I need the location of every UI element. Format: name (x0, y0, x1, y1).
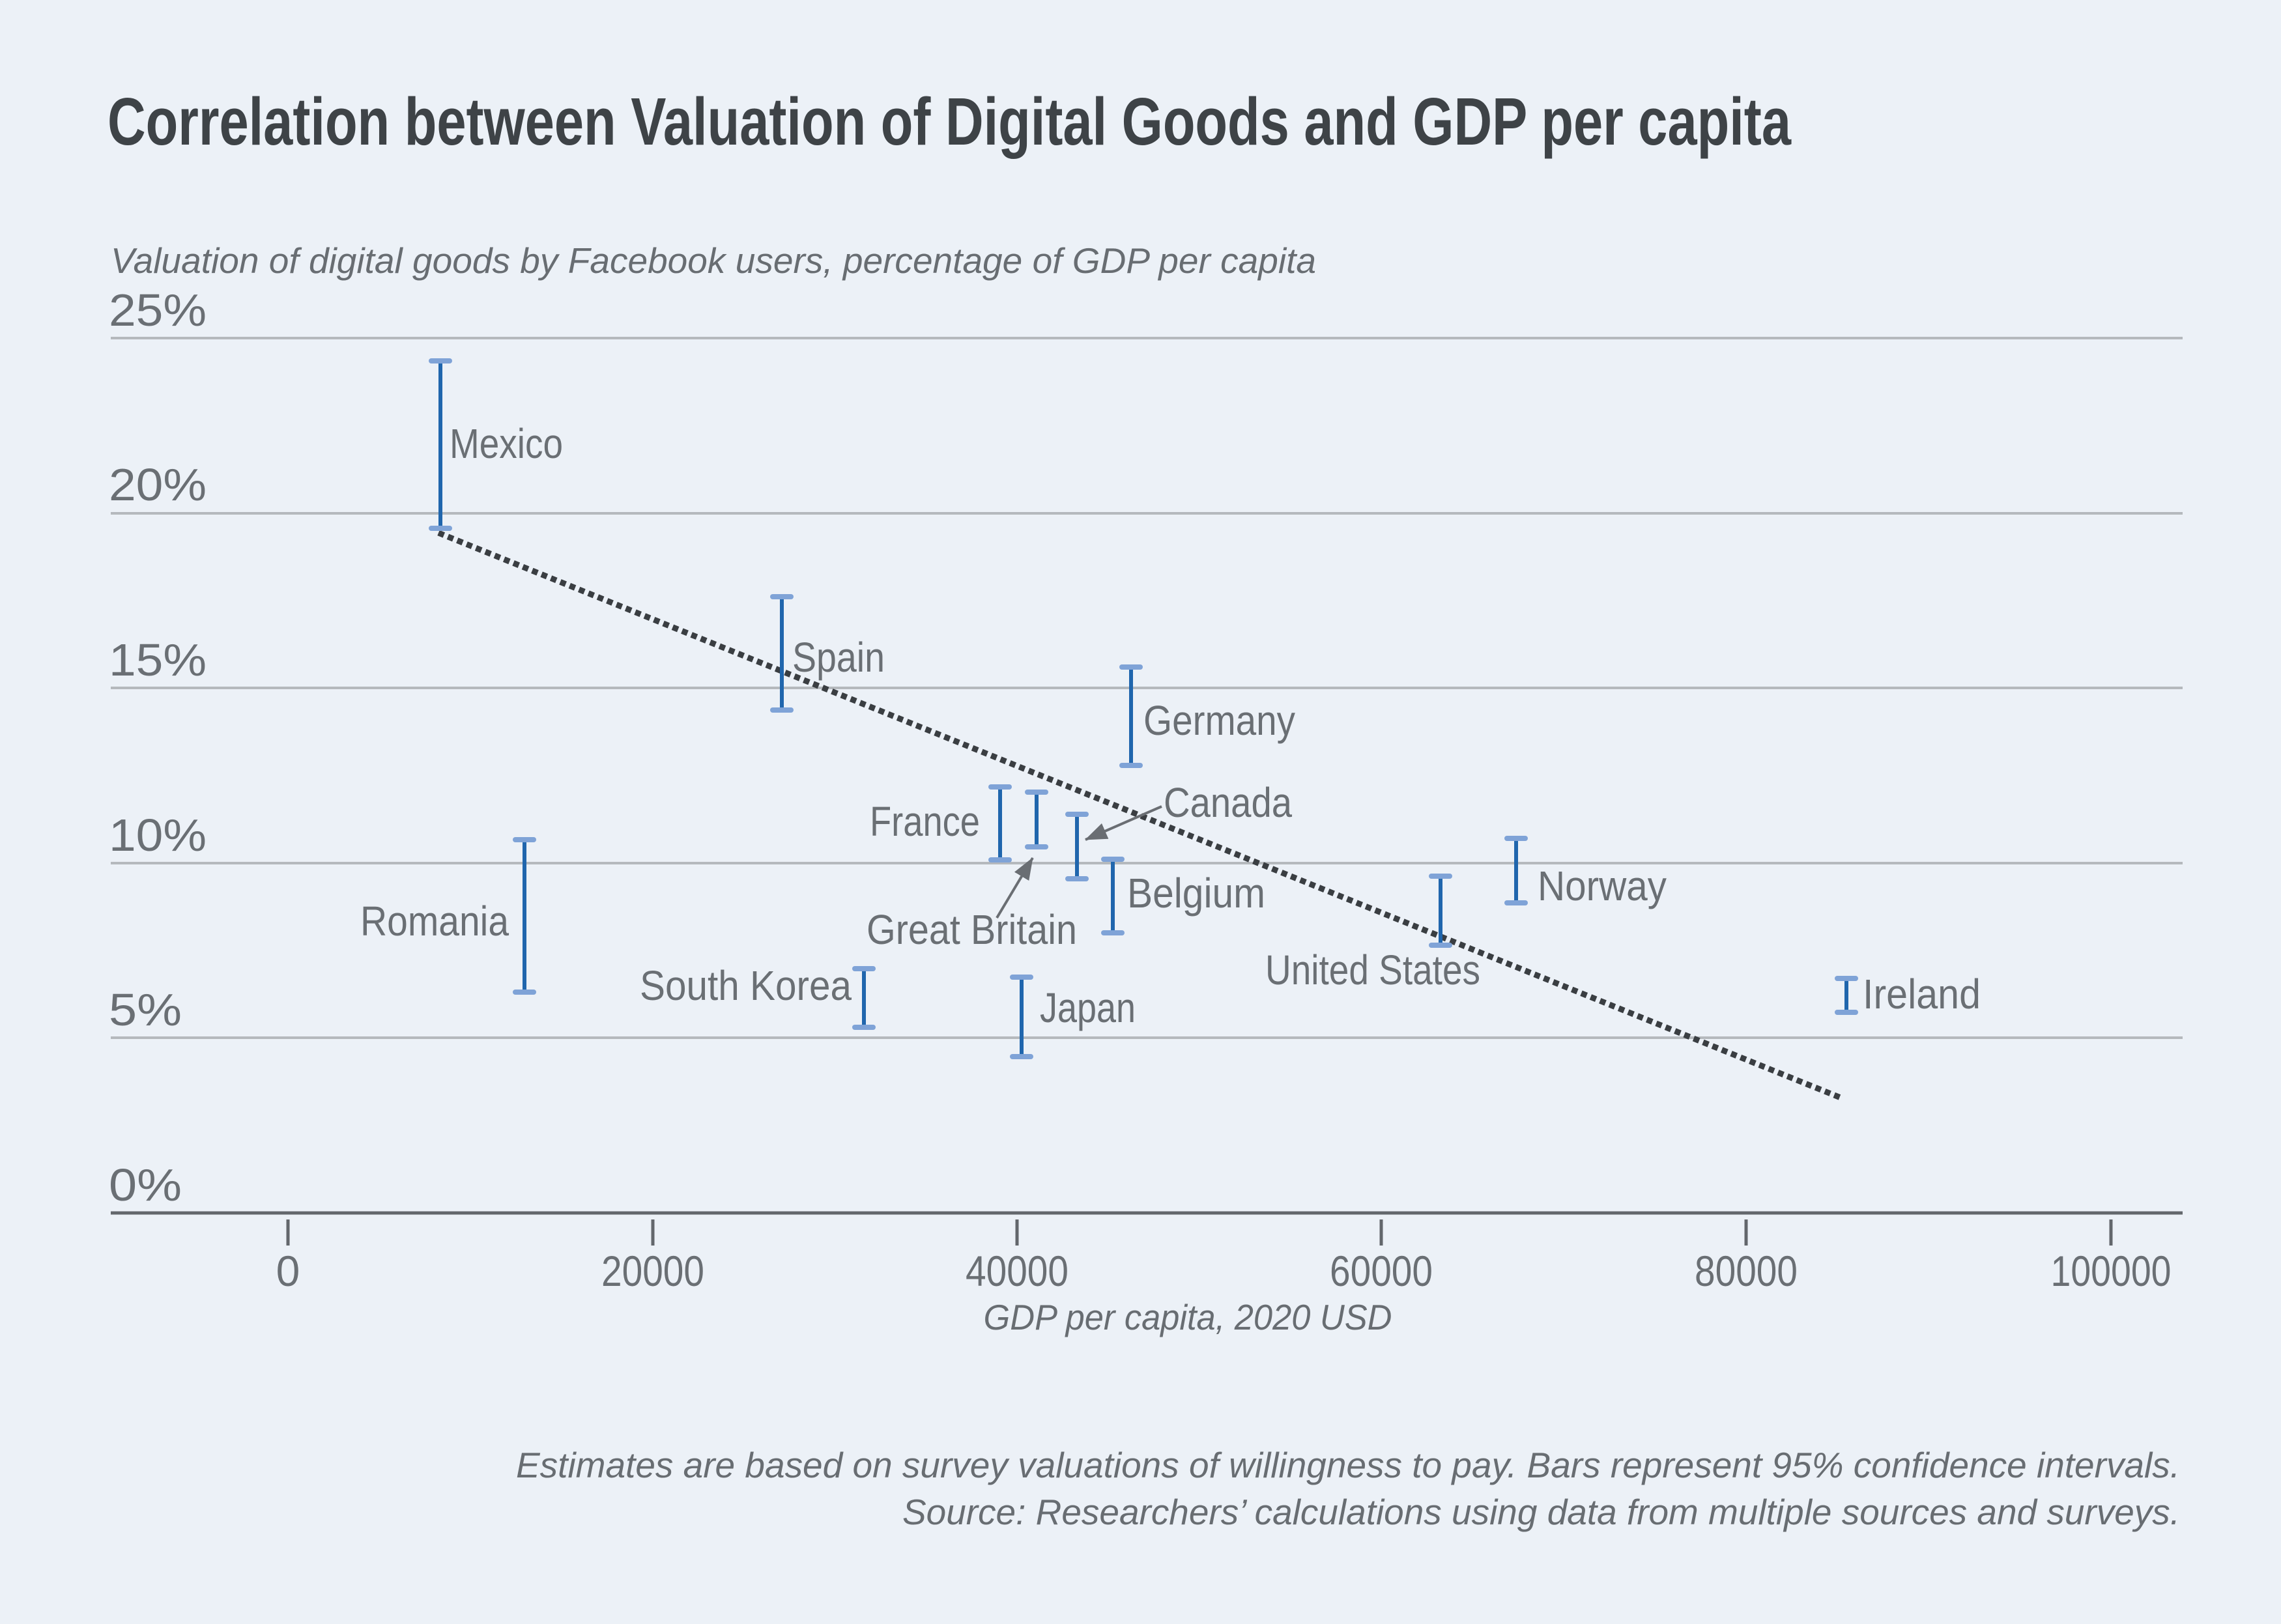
svg-text:20%: 20% (109, 459, 207, 510)
svg-text:Germany: Germany (1143, 697, 1295, 744)
svg-text:40000: 40000 (966, 1247, 1069, 1295)
svg-text:10%: 10% (109, 810, 207, 861)
svg-text:Norway: Norway (1538, 862, 1667, 909)
svg-text:Correlation between Valuation: Correlation between Valuation of Digital… (108, 84, 1792, 159)
svg-text:Spain: Spain (792, 634, 885, 681)
svg-text:Canada: Canada (1164, 779, 1292, 826)
svg-text:60000: 60000 (1330, 1247, 1433, 1295)
svg-text:Great Britain: Great Britain (867, 906, 1077, 953)
svg-text:Mexico: Mexico (450, 420, 563, 467)
svg-text:South Korea: South Korea (640, 962, 852, 1009)
svg-text:20000: 20000 (601, 1247, 704, 1295)
svg-text:Romania: Romania (360, 898, 509, 945)
svg-text:United States: United States (1265, 947, 1480, 993)
svg-text:5%: 5% (109, 984, 182, 1035)
svg-text:Japan: Japan (1040, 984, 1136, 1031)
svg-text:Belgium: Belgium (1127, 870, 1265, 917)
svg-text:Valuation of digital goods by: Valuation of digital goods by Facebook u… (111, 240, 1316, 281)
svg-text:0: 0 (276, 1247, 300, 1295)
svg-text:Source: Researchers’ calculati: Source: Researchers’ calculations using … (902, 1492, 2180, 1532)
svg-text:80000: 80000 (1695, 1247, 1798, 1295)
svg-text:France: France (870, 798, 980, 845)
svg-text:Ireland: Ireland (1863, 971, 1981, 1018)
svg-text:GDP per capita, 2020 USD: GDP per capita, 2020 USD (984, 1297, 1392, 1337)
svg-text:Estimates are based on survey: Estimates are based on survey valuations… (516, 1445, 2180, 1485)
svg-text:100000: 100000 (2051, 1247, 2172, 1295)
svg-text:0%: 0% (109, 1160, 182, 1210)
svg-text:15%: 15% (109, 634, 207, 685)
svg-text:25%: 25% (109, 285, 207, 335)
